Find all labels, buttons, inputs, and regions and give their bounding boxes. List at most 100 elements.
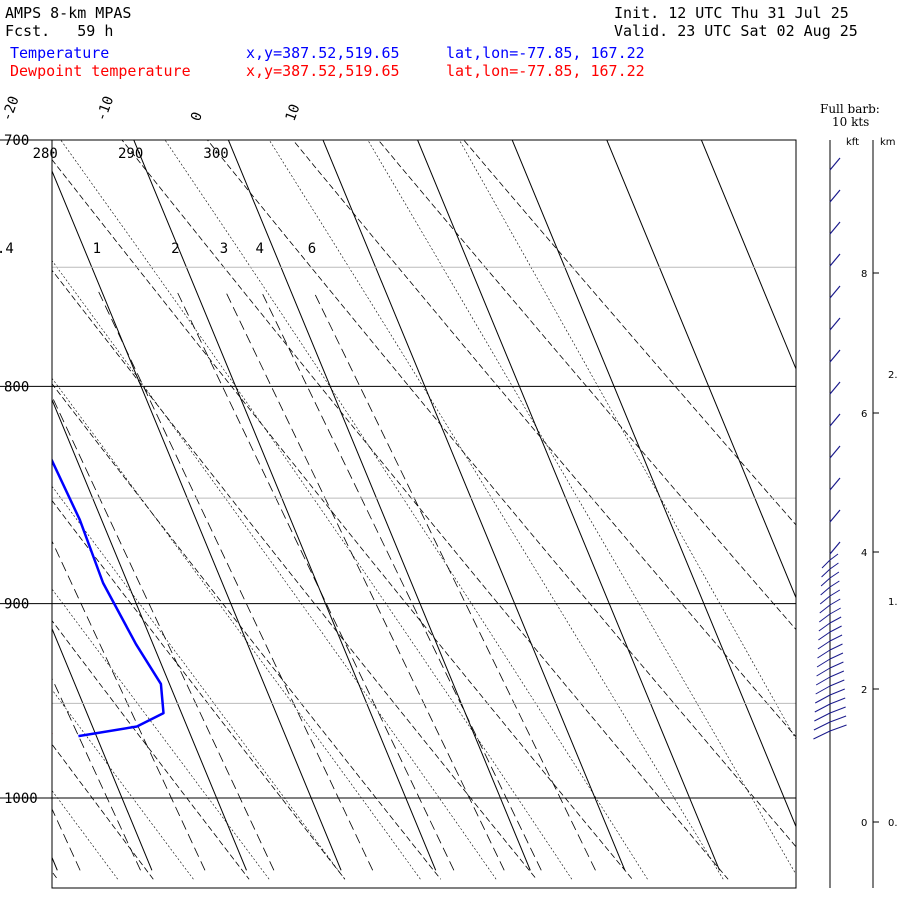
km-tick-label: 0. (888, 818, 898, 829)
mixing-ratio-line (261, 291, 542, 871)
wind-barb (818, 616, 842, 632)
moist-adiabat-line (52, 689, 194, 880)
dry-adiabat-line (52, 620, 250, 880)
wind-barb (821, 562, 839, 578)
mixing-ratio-label: 6 (308, 241, 316, 257)
moist-adiabat-line (60, 140, 573, 880)
isotherm-line (795, 140, 796, 142)
forecast-hour: Fcst. 59 h (5, 22, 113, 40)
legend-temperature-xy: x,y=387.52,519.65 (246, 44, 400, 62)
km-axis-label: km (880, 137, 896, 148)
wind-barb (815, 670, 845, 686)
wind-barb (821, 553, 839, 569)
wind-barb (829, 189, 841, 203)
wind-barb (829, 541, 841, 555)
mixing-ratio-label: 3 (220, 241, 228, 257)
wind-barb (817, 643, 843, 659)
wind-barb (829, 445, 841, 459)
init-time: Init. 12 UTC Thu 31 Jul 25 (614, 4, 849, 22)
wind-barb (819, 607, 841, 623)
isotherm-line (52, 169, 342, 871)
dry-adiabat-line (52, 383, 442, 880)
dry-adiabat-line (52, 269, 537, 880)
isotherm-line (606, 140, 796, 600)
legend-temperature-latlon: lat,lon=-77.85, 167.22 (446, 44, 645, 62)
dry-adiabat-line (121, 140, 729, 880)
wind-barb (820, 580, 840, 596)
kft-tick-label: 2 (861, 685, 867, 696)
dry-adiabat-label: 280 (33, 146, 58, 162)
wind-barb (820, 571, 840, 587)
dry-adiabat-label: 290 (118, 146, 143, 162)
kft-tick-label: 8 (861, 269, 867, 280)
isotherm-line (700, 140, 796, 371)
moist-adiabat-line (164, 140, 648, 880)
dry-adiabat-line (206, 140, 796, 848)
wind-barb (829, 477, 841, 491)
mixing-ratio-line (52, 540, 206, 871)
valid-time: Valid. 23 UTC Sat 02 Aug 25 (614, 22, 858, 40)
wind-barb (819, 589, 841, 605)
series-line-dewpoint-temperature (52, 732, 53, 735)
km-tick-label: 1. (888, 597, 898, 608)
isotherm-label: -10 (94, 94, 118, 123)
wind-barb (829, 509, 841, 523)
moist-adiabat-line (52, 260, 497, 880)
dry-adiabat-line (377, 140, 796, 631)
wind-barb (815, 679, 845, 695)
moist-adiabat-line (268, 140, 724, 880)
dry-adiabat-line (463, 140, 796, 526)
isotherm-label: -20 (0, 94, 23, 123)
isotherm-line (52, 627, 153, 871)
wind-barb (829, 253, 841, 267)
dry-adiabat-line (52, 499, 346, 880)
model-title: AMPS 8-km MPAS (5, 4, 132, 22)
mixing-ratio-line (225, 291, 505, 871)
valid-label: Valid. (614, 22, 669, 40)
mixing-ratio-line (98, 291, 374, 871)
legend-dewpoint-latlon: lat,lon=-77.85, 167.22 (446, 62, 645, 80)
moist-adiabat-line (367, 140, 796, 875)
legend-dewpoint-name: Dewpoint temperature (10, 62, 191, 80)
mixing-ratio-label: 4 (256, 241, 264, 257)
valid-value: 23 UTC Sat 02 Aug 25 (677, 22, 858, 40)
mixing-ratio-label: 1 (93, 241, 101, 257)
isotherm-label: 0 (188, 110, 206, 123)
dry-adiabat-line (292, 140, 796, 738)
wind-barb (829, 157, 841, 171)
pressure-tick-label: 700 (4, 133, 29, 149)
fcst-label: Fcst. (5, 22, 51, 40)
kft-tick-label: 4 (861, 548, 867, 559)
moist-adiabat-line (52, 485, 346, 880)
legend-temperature-name: Temperature (10, 44, 110, 62)
moist-adiabat-line (52, 588, 270, 880)
mixing-ratio-line (313, 291, 596, 871)
isotherm-line (133, 140, 437, 871)
mixing-ratio-line (176, 291, 455, 871)
wind-legend-value: 10 kts (832, 115, 869, 129)
dry-adiabat-line (52, 158, 633, 880)
kft-tick-label: 0 (861, 818, 867, 829)
km-tick-label: 2. (888, 370, 898, 381)
wind-barb (817, 634, 843, 650)
isotherm-line (227, 140, 531, 871)
wind-barb (829, 349, 841, 363)
moist-adiabat-line (459, 140, 796, 740)
isotherm-line (52, 398, 247, 871)
fcst-value: 59 h (77, 22, 114, 40)
wind-barb (829, 381, 841, 395)
wind-barb (815, 688, 845, 704)
series-line-temperature (52, 457, 165, 738)
moist-adiabat-line (52, 377, 421, 880)
wind-barb (814, 706, 846, 722)
wind-barb (813, 715, 847, 731)
wind-barb (818, 625, 842, 641)
wind-barb (813, 724, 847, 740)
legend-temperature: Temperature (10, 44, 109, 62)
init-value: 12 UTC Thu 31 Jul 25 (668, 4, 849, 22)
kft-tick-label: 6 (861, 409, 867, 420)
mixing-ratio-label: 2 (171, 241, 179, 257)
wind-barb (819, 598, 841, 614)
wind-barb (829, 317, 841, 331)
